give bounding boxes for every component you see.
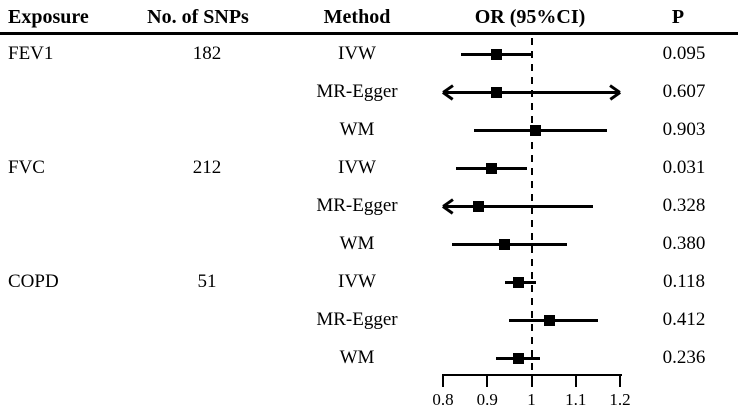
point-estimate: [543, 314, 555, 326]
ci-line: [443, 90, 620, 94]
axis-tick-label: 1.2: [609, 390, 631, 409]
method-label: WM: [339, 119, 375, 140]
p-value: 0.328: [662, 195, 706, 216]
snp-count: 212: [192, 157, 222, 178]
point-estimate: [530, 124, 542, 136]
method-label: IVW: [338, 43, 376, 64]
p-value: 0.607: [662, 81, 706, 102]
p-value: 0.903: [662, 119, 706, 140]
exposure-label: COPD: [8, 271, 59, 292]
p-value: 0.031: [662, 157, 706, 178]
point-estimate: [512, 352, 524, 364]
p-value: 0.412: [662, 309, 706, 330]
axis-tick: [619, 374, 621, 387]
column-header-snps: No. of SNPs: [147, 6, 249, 28]
axis-tick: [486, 374, 489, 387]
column-header-or-ci: OR (95%CI): [474, 6, 586, 28]
point-estimate: [486, 162, 498, 174]
axis-tick: [442, 374, 444, 387]
axis-tick: [574, 374, 577, 387]
point-estimate: [490, 48, 502, 60]
ci-line: [443, 204, 594, 208]
axis-tick-label: 0.8: [432, 390, 454, 409]
method-label: MR-Egger: [316, 309, 398, 330]
header-rule: [0, 32, 738, 35]
column-header-method: Method: [323, 6, 391, 28]
method-label: WM: [339, 347, 375, 368]
snp-count: 51: [197, 271, 217, 292]
exposure-label: FVC: [8, 157, 45, 178]
p-value: 0.380: [662, 233, 706, 254]
column-header-exposure: Exposure: [8, 6, 89, 28]
snp-count: 182: [192, 43, 222, 64]
axis-baseline: [443, 374, 622, 376]
p-value: 0.236: [662, 347, 706, 368]
point-estimate: [499, 238, 511, 250]
exposure-label: FEV1: [8, 43, 54, 64]
p-value: 0.095: [662, 43, 706, 64]
axis-tick: [530, 374, 533, 387]
method-label: IVW: [338, 157, 376, 178]
method-label: IVW: [338, 271, 376, 292]
p-value: 0.118: [662, 271, 706, 292]
point-estimate: [512, 276, 524, 288]
point-estimate: [490, 86, 502, 98]
method-label: MR-Egger: [316, 195, 398, 216]
axis-tick-label: 0.9: [476, 390, 498, 409]
axis-tick-label: 1: [527, 390, 536, 409]
point-estimate: [472, 200, 484, 212]
method-label: MR-Egger: [316, 81, 398, 102]
method-label: WM: [339, 233, 375, 254]
axis-tick-label: 1.1: [565, 390, 587, 409]
column-header-p: P: [671, 6, 685, 28]
